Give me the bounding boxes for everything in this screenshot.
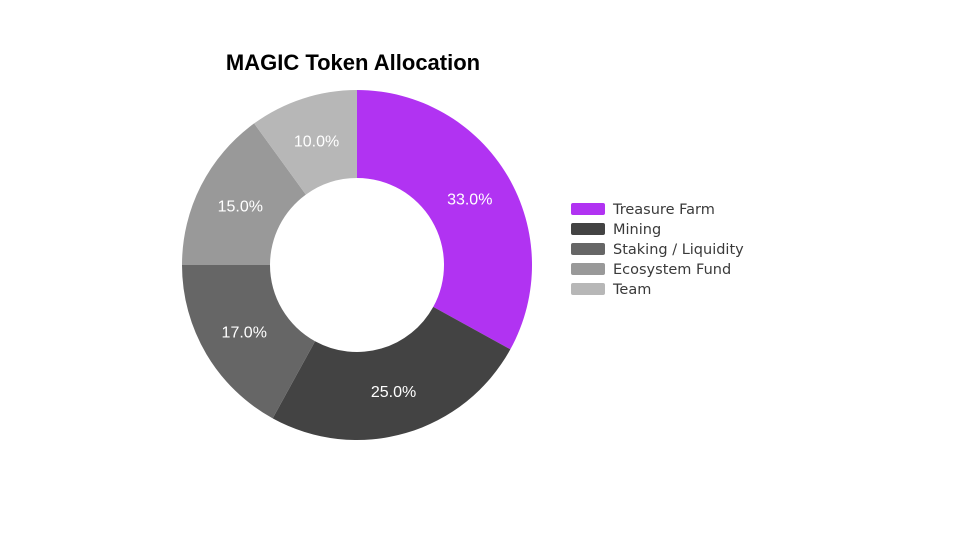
legend-label: Treasure Farm xyxy=(612,202,715,218)
legend-swatch xyxy=(571,243,605,255)
legend-label: Ecosystem Fund xyxy=(613,262,731,278)
slice-ecosystem-fund xyxy=(182,123,306,265)
slice-staking-liquidity xyxy=(182,265,316,419)
slice-label: 33.0% xyxy=(447,191,492,208)
slice-label: 15.0% xyxy=(218,199,263,216)
slice-label: 25.0% xyxy=(371,384,416,401)
legend-label: Mining xyxy=(613,222,661,238)
slice-treasure-farm xyxy=(357,90,532,350)
slice-mining xyxy=(272,306,511,440)
legend: Treasure Farm Mining Staking / Liquidity Ec… xyxy=(571,202,744,298)
legend-swatch xyxy=(571,223,605,235)
slice-label-group: 33.0% 25.0% 17.0% 15.0% 10.0% xyxy=(218,133,493,400)
chart-title: MAGIC Token Allocation xyxy=(226,50,480,75)
legend-swatch xyxy=(571,283,605,295)
legend-swatch xyxy=(571,263,605,275)
slice-group xyxy=(182,90,532,440)
legend-swatch xyxy=(571,203,605,215)
legend-label: Staking / Liquidity xyxy=(613,242,744,258)
slice-label: 10.0% xyxy=(294,133,339,150)
slice-label: 17.0% xyxy=(222,325,267,342)
legend-label: Team xyxy=(612,282,651,298)
slice-team xyxy=(254,90,357,195)
